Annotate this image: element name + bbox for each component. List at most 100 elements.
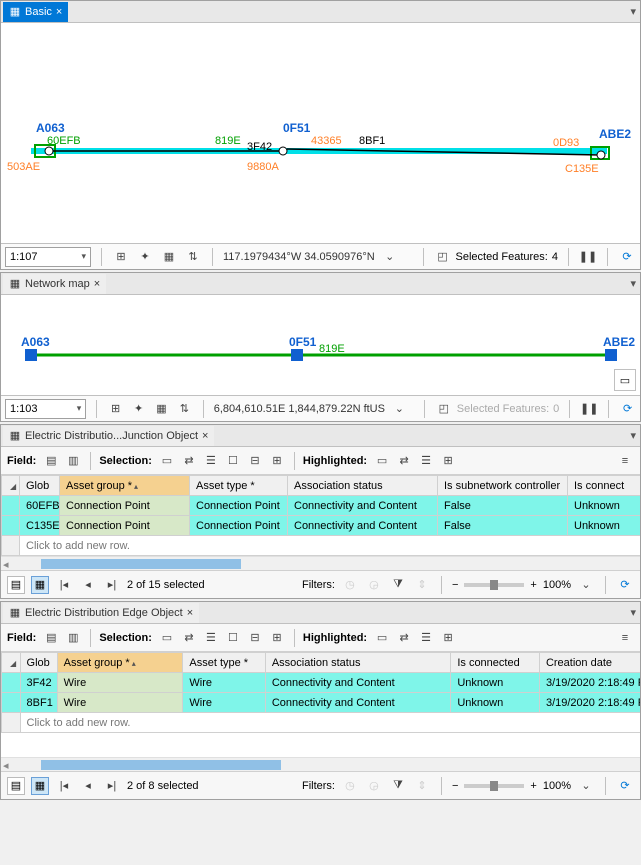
- panel-menu-icon[interactable]: ▾: [630, 277, 636, 290]
- hi-icon-3[interactable]: ☰: [417, 452, 435, 470]
- scale-input[interactable]: 1:103▾: [5, 399, 86, 419]
- tool-icon-1[interactable]: ⊞: [107, 400, 124, 418]
- sel-icon-4[interactable]: ☐: [224, 452, 242, 470]
- col-creation-date[interactable]: Creation date: [539, 653, 640, 673]
- zoom-slider[interactable]: [464, 784, 524, 788]
- view-all-icon[interactable]: ▤: [7, 576, 25, 594]
- table-row[interactable]: C135EConnection PointConnection PointCon…: [2, 516, 641, 536]
- refresh-icon[interactable]: ⟳: [616, 777, 634, 795]
- col-asset-group[interactable]: Asset group *▴: [57, 653, 183, 673]
- coord-dropdown-icon[interactable]: ⌄: [391, 400, 408, 418]
- basic-canvas[interactable]: A0630F51ABE2 60EFB503AE819E3F429880A4336…: [1, 23, 640, 243]
- feature-label[interactable]: C135E: [565, 163, 599, 175]
- add-row[interactable]: Click to add new row.: [2, 536, 641, 556]
- sel-icon-3[interactable]: ☰: [202, 452, 220, 470]
- scale-input[interactable]: 1:107▾: [5, 247, 91, 267]
- tool-icon-3[interactable]: ▦: [153, 400, 170, 418]
- feature-label[interactable]: 9880A: [247, 161, 279, 173]
- sel-icon-6[interactable]: ⊞: [268, 629, 286, 647]
- feature-label[interactable]: 0D93: [553, 137, 579, 149]
- first-icon[interactable]: |◂: [55, 576, 73, 594]
- zoom-minus[interactable]: −: [452, 780, 458, 792]
- filter-icon-3[interactable]: ⧩: [389, 777, 407, 795]
- sel-icon-6[interactable]: ⊞: [268, 452, 286, 470]
- filter-icon-1[interactable]: ◷: [341, 777, 359, 795]
- first-icon[interactable]: |◂: [55, 777, 73, 795]
- view-selected-icon[interactable]: ▦: [31, 777, 49, 795]
- close-icon[interactable]: ×: [56, 6, 62, 18]
- filter-icon-2[interactable]: ◶: [365, 777, 383, 795]
- hi-icon-1[interactable]: ▭: [373, 452, 391, 470]
- zoom-minus[interactable]: −: [452, 579, 458, 591]
- sel-icon-5[interactable]: ⊟: [246, 452, 264, 470]
- tool-icon-4[interactable]: ⇅: [184, 248, 202, 266]
- node-label[interactable]: 0F51: [289, 335, 316, 349]
- col-asset-type[interactable]: Asset type *: [183, 653, 265, 673]
- edge-label[interactable]: 819E: [319, 343, 345, 355]
- close-icon[interactable]: ×: [187, 607, 193, 619]
- selected-features[interactable]: ◰ Selected Features: 0: [435, 400, 559, 418]
- row-header-col[interactable]: ◢: [2, 476, 20, 496]
- col-asset-group[interactable]: Asset group *▴: [60, 476, 190, 496]
- next-icon[interactable]: ▸|: [103, 777, 121, 795]
- filter-icon-4[interactable]: ⇕: [413, 576, 431, 594]
- hi-icon-3[interactable]: ☰: [417, 629, 435, 647]
- feature-label[interactable]: 819E: [215, 135, 241, 147]
- zoom-plus[interactable]: +: [530, 780, 536, 792]
- col-connected[interactable]: Is connect: [568, 476, 641, 496]
- tab-network[interactable]: ▦ Network map ×: [3, 274, 106, 294]
- tool-icon-1[interactable]: ⊞: [112, 248, 130, 266]
- table-row[interactable]: 3F42WireWireConnectivity and ContentUnkn…: [2, 673, 641, 693]
- menu-icon[interactable]: ≡: [616, 629, 634, 647]
- close-icon[interactable]: ×: [94, 278, 100, 290]
- menu-icon[interactable]: ≡: [616, 452, 634, 470]
- feature-label[interactable]: 3F42: [247, 141, 272, 153]
- col-connected[interactable]: Is connected: [451, 653, 540, 673]
- view-selected-icon[interactable]: ▦: [31, 576, 49, 594]
- feature-label[interactable]: 60EFB: [47, 135, 81, 147]
- col-association[interactable]: Association status: [265, 653, 451, 673]
- panel-menu-icon[interactable]: ▾: [630, 5, 636, 18]
- pause-icon[interactable]: ❚❚: [580, 400, 598, 418]
- selected-features[interactable]: ◰ Selected Features: 4: [434, 248, 558, 266]
- node-label[interactable]: 0F51: [283, 121, 310, 135]
- node-label[interactable]: A063: [36, 121, 65, 135]
- feature-label[interactable]: 8BF1: [359, 135, 385, 147]
- hi-icon-2[interactable]: ⇄: [395, 452, 413, 470]
- tab-basic[interactable]: ▦ Basic ×: [3, 2, 68, 22]
- close-icon[interactable]: ×: [202, 430, 208, 442]
- col-asset-type[interactable]: Asset type *: [190, 476, 288, 496]
- zoom-dropdown-icon[interactable]: ⌄: [577, 777, 595, 795]
- add-row[interactable]: Click to add new row.: [2, 713, 641, 733]
- sel-icon-5[interactable]: ⊟: [246, 629, 264, 647]
- junction-hscroll[interactable]: ◂: [1, 556, 640, 570]
- view-all-icon[interactable]: ▤: [7, 777, 25, 795]
- feature-label[interactable]: 43365: [311, 135, 342, 147]
- overview-icon[interactable]: ▭: [614, 369, 636, 391]
- sel-icon-1[interactable]: ▭: [158, 629, 176, 647]
- filter-icon-2[interactable]: ◶: [365, 576, 383, 594]
- sel-icon-2[interactable]: ⇄: [180, 452, 198, 470]
- filter-icon-3[interactable]: ⧩: [389, 576, 407, 594]
- prev-icon[interactable]: ◂: [79, 576, 97, 594]
- hi-icon-2[interactable]: ⇄: [395, 629, 413, 647]
- field-calc-icon[interactable]: ▥: [64, 629, 82, 647]
- filter-icon-1[interactable]: ◷: [341, 576, 359, 594]
- node-label[interactable]: ABE2: [603, 335, 635, 349]
- feature-label[interactable]: 503AE: [7, 161, 40, 173]
- tool-icon-2[interactable]: ✦: [130, 400, 147, 418]
- next-icon[interactable]: ▸|: [103, 576, 121, 594]
- panel-menu-icon[interactable]: ▾: [630, 606, 636, 619]
- table-row[interactable]: 8BF1WireWireConnectivity and ContentUnkn…: [2, 693, 641, 713]
- network-canvas[interactable]: A0630F51ABE2819E ▭: [1, 295, 640, 395]
- filter-icon-4[interactable]: ⇕: [413, 777, 431, 795]
- sel-icon-4[interactable]: ☐: [224, 629, 242, 647]
- refresh-icon[interactable]: ⟳: [616, 576, 634, 594]
- sel-icon-3[interactable]: ☰: [202, 629, 220, 647]
- tool-icon-2[interactable]: ✦: [136, 248, 154, 266]
- coord-dropdown-icon[interactable]: ⌄: [381, 248, 399, 266]
- zoom-slider[interactable]: [464, 583, 524, 587]
- zoom-dropdown-icon[interactable]: ⌄: [577, 576, 595, 594]
- sel-icon-2[interactable]: ⇄: [180, 629, 198, 647]
- hi-icon-4[interactable]: ⊞: [439, 452, 457, 470]
